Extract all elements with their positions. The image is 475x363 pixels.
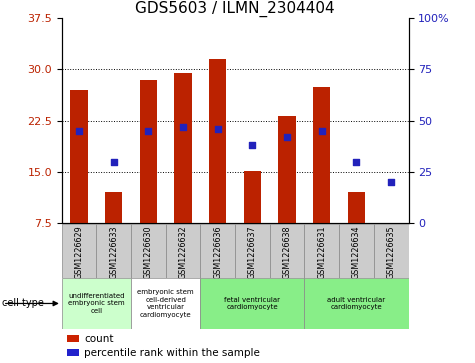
Text: GSM1226630: GSM1226630 <box>144 225 153 279</box>
Text: undifferentiated
embryonic stem
cell: undifferentiated embryonic stem cell <box>68 293 125 314</box>
Bar <box>304 278 408 329</box>
Bar <box>67 349 79 356</box>
Point <box>180 124 187 130</box>
Bar <box>200 224 235 278</box>
Point <box>110 159 118 165</box>
Bar <box>270 224 304 278</box>
Text: GSM1226632: GSM1226632 <box>179 225 188 279</box>
Bar <box>304 224 339 278</box>
Bar <box>348 192 365 223</box>
Bar <box>105 192 123 223</box>
Bar <box>70 90 88 223</box>
Bar <box>200 278 304 329</box>
Bar <box>339 224 374 278</box>
Text: GSM1226637: GSM1226637 <box>248 225 257 279</box>
Bar <box>62 224 96 278</box>
Bar <box>278 116 296 223</box>
Text: percentile rank within the sample: percentile rank within the sample <box>84 347 260 358</box>
Text: GSM1226629: GSM1226629 <box>75 225 84 280</box>
Point <box>144 128 152 134</box>
Point <box>318 128 326 134</box>
Text: GSM1226638: GSM1226638 <box>283 225 292 279</box>
Point <box>249 142 256 148</box>
Text: embryonic stem
cell-derived
ventricular
cardiomyocyte: embryonic stem cell-derived ventricular … <box>137 289 194 318</box>
Bar <box>244 171 261 223</box>
Text: GSM1226633: GSM1226633 <box>109 225 118 279</box>
Bar <box>96 224 131 278</box>
Text: GSM1226636: GSM1226636 <box>213 225 222 279</box>
Bar <box>166 224 200 278</box>
Bar <box>131 224 166 278</box>
Text: GSM1226631: GSM1226631 <box>317 225 326 279</box>
Point <box>353 159 361 165</box>
Point <box>388 179 395 185</box>
Text: GSM1226634: GSM1226634 <box>352 225 361 279</box>
Point <box>75 128 83 134</box>
Bar <box>174 73 192 223</box>
Bar <box>131 278 200 329</box>
Bar <box>209 59 227 223</box>
Text: fetal ventricular
cardiomyocyte: fetal ventricular cardiomyocyte <box>225 297 280 310</box>
Text: cell type: cell type <box>2 298 44 309</box>
Text: count: count <box>84 334 114 344</box>
Title: GDS5603 / ILMN_2304404: GDS5603 / ILMN_2304404 <box>135 1 335 17</box>
Bar <box>313 86 331 223</box>
Bar <box>67 335 79 342</box>
Bar <box>62 278 131 329</box>
Point <box>283 134 291 140</box>
Bar <box>235 224 270 278</box>
Bar <box>140 79 157 223</box>
Bar <box>374 224 408 278</box>
Text: GSM1226635: GSM1226635 <box>387 225 396 279</box>
Text: adult ventricular
cardiomyocyte: adult ventricular cardiomyocyte <box>327 297 386 310</box>
Point <box>214 126 221 132</box>
